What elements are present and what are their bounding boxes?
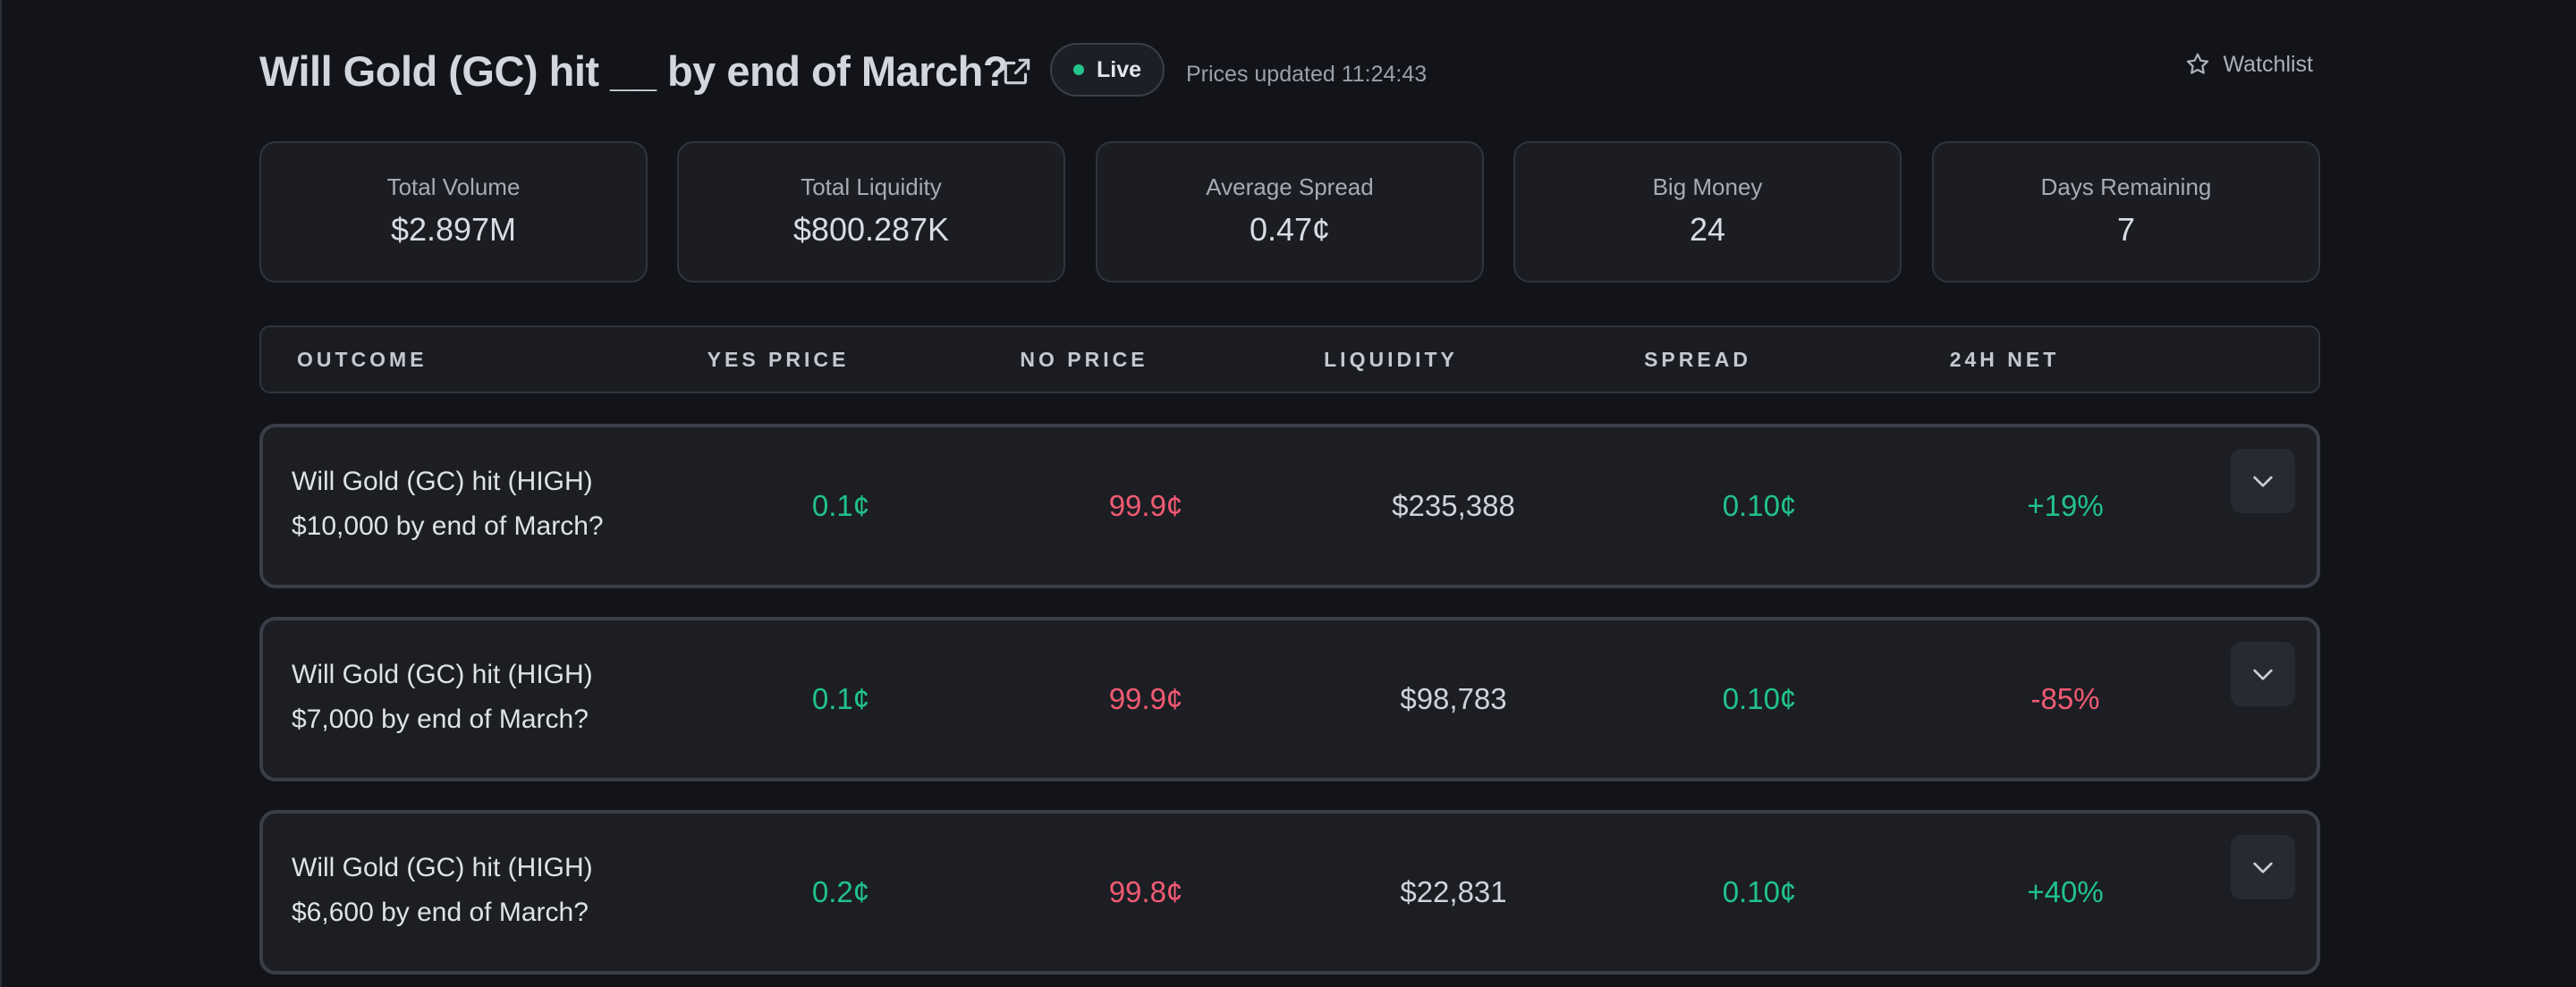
liquidity: $22,831: [1400, 875, 1507, 908]
stat-label: Big Money: [1652, 173, 1763, 200]
net-24h: +19%: [2027, 489, 2104, 522]
table-header: OUTCOME YES PRICE NO PRICE LIQUIDITY SPR…: [259, 325, 2320, 393]
stat-label: Total Liquidity: [801, 173, 942, 200]
stat-card-big-money: Big Money 24: [1513, 141, 1902, 283]
yes-price: 0.2¢: [811, 875, 870, 908]
market-header: Will Gold (GC) hit __ by end of March? L…: [259, 43, 2320, 100]
chevron-down-icon: [2253, 862, 2273, 873]
column-header-outcome[interactable]: OUTCOME: [297, 348, 428, 371]
no-price: 99.9¢: [1108, 682, 1183, 715]
prices-updated-text: Prices updated 11:24:43: [1186, 62, 1428, 87]
column-header-no-price[interactable]: NO PRICE: [1020, 348, 1148, 371]
stat-label: Average Spread: [1206, 173, 1374, 200]
net-24h: -85%: [2030, 682, 2100, 715]
no-price: 99.9¢: [1108, 489, 1183, 522]
table-row[interactable]: Will Gold (GC) hit (HIGH) $6,600 by end …: [259, 810, 2320, 974]
stat-value: 7: [2116, 211, 2136, 248]
outcome-title: Will Gold (GC) hit (HIGH) $7,000 by end …: [292, 653, 757, 742]
live-badge: Live: [1050, 43, 1165, 97]
liquidity: $98,783: [1400, 682, 1507, 715]
no-price: 99.8¢: [1108, 875, 1183, 908]
yes-price: 0.1¢: [811, 682, 870, 715]
live-label: Live: [1096, 56, 1142, 82]
table-row[interactable]: Will Gold (GC) hit (HIGH) $7,000 by end …: [259, 617, 2320, 781]
spread: 0.10¢: [1722, 682, 1797, 715]
table-row[interactable]: Will Gold (GC) hit (HIGH) $10,000 by end…: [259, 424, 2320, 588]
liquidity: $235,388: [1392, 489, 1515, 522]
outcome-line-2: $10,000 by end of March?: [292, 511, 604, 541]
watchlist-button[interactable]: Watchlist: [2184, 43, 2313, 86]
stat-card-total-volume: Total Volume $2.897M: [259, 141, 648, 283]
outcome-line-2: $6,600 by end of March?: [292, 898, 589, 927]
column-header-24h-net[interactable]: 24H NET: [1949, 348, 2060, 371]
column-header-spread[interactable]: SPREAD: [1644, 348, 1751, 371]
yes-price: 0.1¢: [811, 489, 870, 522]
market-title: Will Gold (GC) hit __ by end of March?: [259, 47, 1009, 95]
outcome-title: Will Gold (GC) hit (HIGH) $6,600 by end …: [292, 846, 757, 935]
net-24h: +40%: [2027, 875, 2104, 908]
spread: 0.10¢: [1722, 875, 1797, 908]
expand-row-button[interactable]: [2231, 449, 2295, 513]
outcome-line-1: Will Gold (GC) hit (HIGH): [292, 467, 593, 496]
expand-row-button[interactable]: [2231, 642, 2295, 706]
stat-value: 24: [1689, 211, 1726, 248]
stat-label: Days Remaining: [2040, 173, 2212, 200]
column-header-yes-price[interactable]: YES PRICE: [707, 348, 850, 371]
stat-card-average-spread: Average Spread 0.47¢: [1096, 141, 1484, 283]
stat-value: $2.897M: [390, 211, 517, 248]
column-header-liquidity[interactable]: LIQUIDITY: [1324, 348, 1458, 371]
outcome-title: Will Gold (GC) hit (HIGH) $10,000 by end…: [292, 460, 757, 549]
spread: 0.10¢: [1722, 489, 1797, 522]
watchlist-label: Watchlist: [2223, 51, 2313, 77]
stat-label: Total Volume: [386, 173, 521, 200]
outcome-line-1: Will Gold (GC) hit (HIGH): [292, 660, 593, 689]
star-icon: [2184, 51, 2211, 78]
chevron-down-icon: [2253, 476, 2273, 487]
outcome-line-1: Will Gold (GC) hit (HIGH): [292, 853, 593, 882]
expand-row-button[interactable]: [2231, 835, 2295, 899]
stat-card-days-remaining: Days Remaining 7: [1932, 141, 2320, 283]
stat-value: $800.287K: [792, 211, 950, 248]
stat-value: 0.47¢: [1249, 211, 1331, 248]
stat-card-total-liquidity: Total Liquidity $800.287K: [677, 141, 1065, 283]
live-dot-icon: [1072, 64, 1084, 75]
outcome-line-2: $7,000 by end of March?: [292, 704, 589, 734]
stats-row: Total Volume $2.897M Total Liquidity $80…: [259, 141, 2320, 283]
chevron-down-icon: [2253, 669, 2273, 680]
external-link-icon[interactable]: [1000, 55, 1034, 89]
